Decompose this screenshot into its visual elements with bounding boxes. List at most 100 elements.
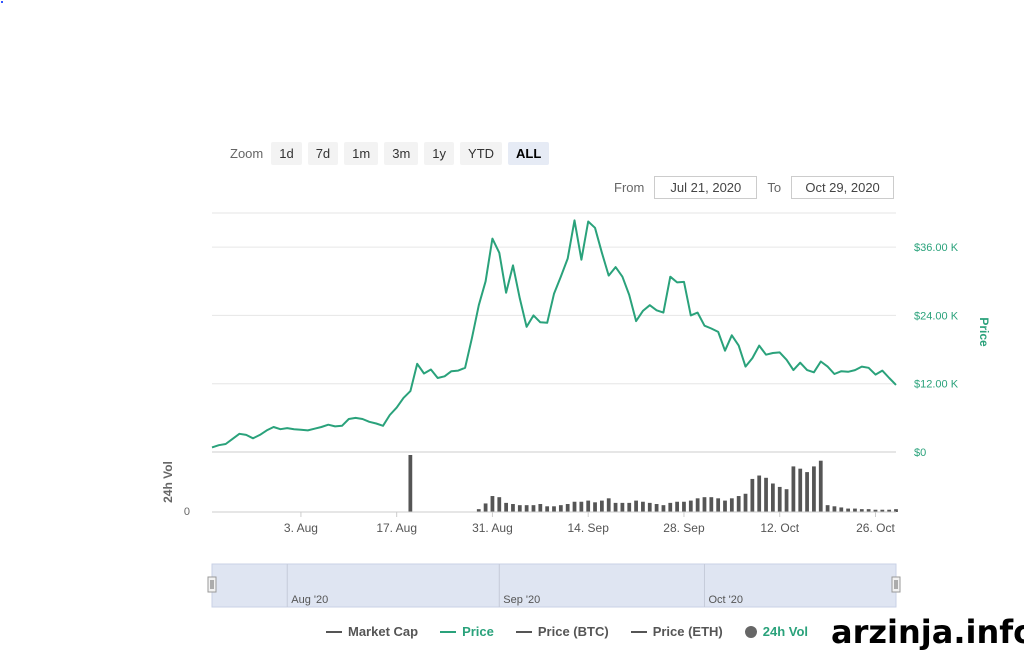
volume-bar	[859, 509, 864, 512]
navigator-label: Oct '20	[708, 594, 743, 606]
volume-bar	[702, 497, 707, 512]
volume-bar	[538, 504, 543, 512]
to-label: To	[767, 180, 782, 195]
volume-bar	[552, 506, 556, 512]
volume-bar	[695, 498, 700, 512]
volume-bar	[545, 506, 550, 512]
x-tick-label: 31. Aug	[472, 521, 513, 535]
x-tick-label: 28. Sep	[663, 521, 705, 535]
volume-bar	[593, 502, 597, 512]
volume-bar	[558, 505, 563, 512]
navigator-left-handle[interactable]	[207, 576, 217, 593]
price-tick-label: $0	[914, 447, 926, 459]
volume-bar	[531, 505, 536, 512]
volume-bar	[750, 478, 755, 512]
volume-bar	[634, 500, 638, 512]
zoom-toolbar: Zoom 1d 7d 1m 3m 1y YTD ALL	[230, 142, 550, 165]
volume-bar	[572, 501, 577, 512]
price-tick-label: $12.00 K	[914, 379, 959, 391]
legend-market-cap[interactable]: Market Cap	[326, 624, 418, 639]
zoom-1d-button[interactable]: 1d	[271, 142, 302, 165]
zoom-7d-button[interactable]: 7d	[307, 142, 339, 165]
volume-bar	[798, 468, 803, 512]
volume-bar	[675, 501, 680, 512]
volume-bars	[212, 455, 898, 513]
volume-bar	[846, 508, 851, 512]
volume-bar	[606, 498, 611, 512]
volume-bar	[476, 509, 481, 512]
volume-bar	[894, 509, 898, 512]
volume-bar	[579, 501, 584, 512]
volume-bar	[565, 504, 570, 512]
legend-24h-vol[interactable]: 24h Vol	[744, 624, 808, 639]
volume-bar	[866, 509, 871, 512]
volume-bar	[887, 509, 892, 512]
legend-price-btc[interactable]: Price (BTC)	[515, 624, 609, 639]
volume-bar	[873, 509, 878, 512]
volume-bar	[716, 498, 721, 512]
legend: Market Cap Price Price (BTC) Price (ETH)…	[326, 624, 808, 639]
volume-bar	[641, 501, 645, 512]
x-tick-label: 14. Sep	[568, 521, 610, 535]
volume-bar	[709, 497, 714, 512]
volume-bar	[688, 500, 693, 512]
x-tick-label: 12. Oct	[760, 521, 799, 535]
volume-bar	[490, 496, 495, 512]
zoom-1m-button[interactable]: 1m	[344, 142, 379, 165]
volume-bar	[832, 506, 837, 512]
volume-bar	[517, 505, 522, 512]
axes: $0 $12.00 K $24.00 K $36.00 K Price 24h Vol 0 3…	[161, 242, 991, 535]
volume-bar	[818, 460, 823, 512]
zoom-3m-button[interactable]: 3m	[384, 142, 419, 165]
volume-bar	[497, 497, 502, 512]
corner-marker	[1, 1, 3, 3]
volume-bar	[483, 503, 488, 512]
x-tick-label: 26. Oct	[856, 521, 895, 535]
volume-bar	[743, 493, 748, 512]
navigator-label: Sep '20	[503, 594, 540, 606]
grid-lines	[212, 212, 896, 453]
navigator: Aug '20 Sep '20 Oct '20	[207, 563, 901, 608]
volume-bar	[729, 498, 734, 512]
volume-bar	[661, 505, 666, 512]
volume-bar	[627, 502, 632, 512]
volume-bar	[682, 501, 686, 512]
volume-bar	[668, 502, 673, 512]
volume-bar	[777, 486, 782, 512]
date-range: From Jul 21, 2020 To Oct 29, 2020	[614, 176, 895, 199]
volume-bar	[805, 472, 809, 512]
volume-tick-label: 0	[184, 506, 190, 518]
legend-price-eth[interactable]: Price (ETH)	[630, 624, 723, 639]
from-date-input[interactable]: Jul 21, 2020	[654, 176, 758, 199]
volume-bar	[784, 489, 789, 512]
x-tick-label: 3. Aug	[284, 521, 318, 535]
volume-bar	[511, 504, 515, 512]
volume-bar	[812, 466, 816, 512]
volume-bar	[586, 500, 591, 512]
volume-bar	[504, 502, 509, 512]
volume-axis-label: 24h Vol	[161, 461, 175, 503]
navigator-right-handle[interactable]	[891, 576, 901, 593]
zoom-all-button[interactable]: ALL	[508, 142, 550, 165]
volume-bar	[770, 483, 775, 512]
to-date-input[interactable]: Oct 29, 2020	[791, 176, 895, 199]
volume-bar	[880, 509, 885, 512]
volume-bar	[620, 502, 625, 512]
price-line	[211, 219, 897, 449]
price-tick-label: $24.00 K	[914, 310, 959, 322]
volume-bar	[408, 455, 413, 512]
volume-bar	[757, 475, 762, 512]
navigator-label: Aug '20	[291, 594, 328, 606]
watermark: arzinja.info	[831, 613, 1024, 651]
navigator-mask[interactable]	[211, 563, 897, 608]
price-tick-label: $36.00 K	[914, 242, 959, 254]
zoom-1y-button[interactable]: 1y	[424, 142, 455, 165]
x-tick-label: 17. Aug	[376, 521, 417, 535]
volume-bar	[839, 507, 844, 512]
legend-price[interactable]: Price	[440, 624, 494, 639]
volume-bar	[723, 500, 727, 512]
zoom-label: Zoom	[230, 146, 264, 161]
zoom-ytd-button[interactable]: YTD	[460, 142, 503, 165]
